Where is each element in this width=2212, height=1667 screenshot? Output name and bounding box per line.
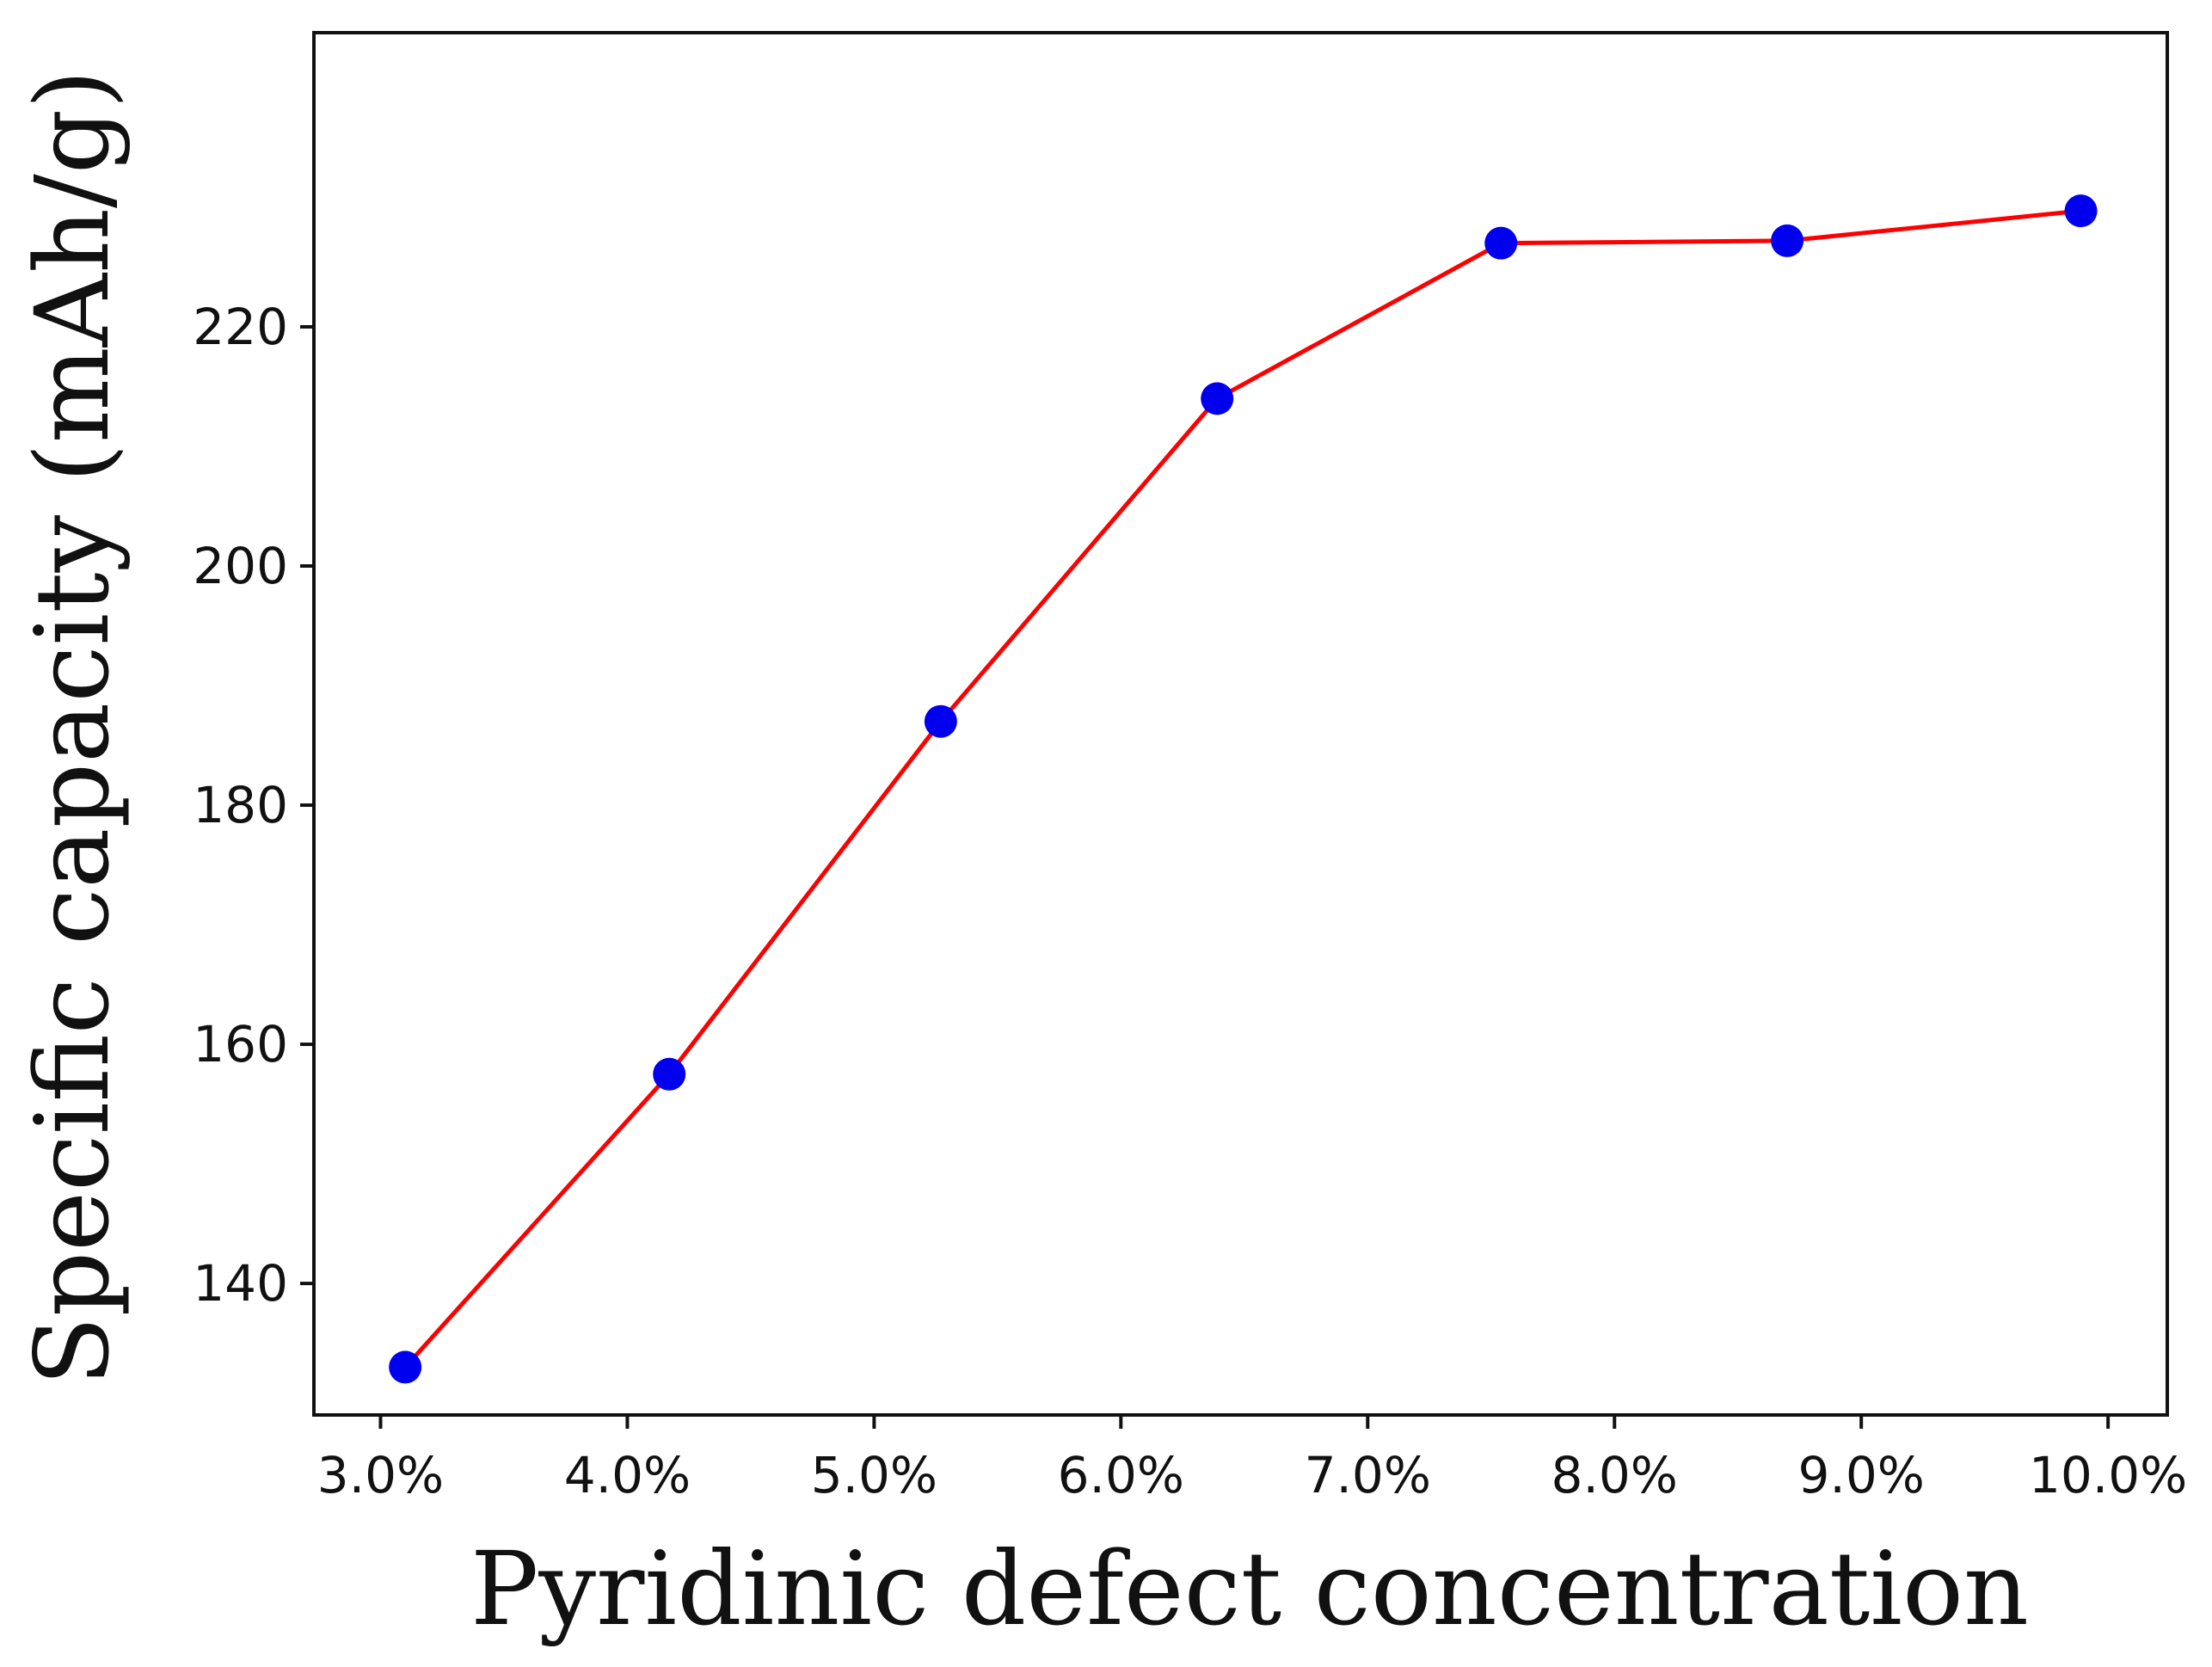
x-axis-ticks: 3.0% 4.0% 5.0% 6.0% 7.0% 8.0% 9.0% 10.0% xyxy=(317,1415,2187,1504)
y-tick-label: 220 xyxy=(193,298,288,356)
x-tick-label: 6.0% xyxy=(1058,1446,1184,1504)
data-point xyxy=(924,704,957,738)
data-point xyxy=(653,1057,686,1091)
x-axis-title: Pyridinic defect concentration xyxy=(470,1529,2029,1648)
y-tick-label: 180 xyxy=(193,776,288,834)
y-tick-label: 160 xyxy=(193,1015,288,1073)
plot-area-frame xyxy=(312,31,2169,1417)
x-tick-label: 4.0% xyxy=(564,1446,691,1504)
x-tick-label: 5.0% xyxy=(811,1446,937,1504)
x-tick-label: 9.0% xyxy=(1798,1446,1925,1504)
marker-layer xyxy=(389,194,2098,1384)
x-tick-label: 10.0% xyxy=(2029,1446,2187,1504)
y-axis-title: Specific capacity (mAh/g) xyxy=(13,70,132,1387)
x-tick-label: 7.0% xyxy=(1305,1446,1431,1504)
data-point xyxy=(1484,226,1518,260)
x-tick-label: 8.0% xyxy=(1551,1446,1678,1504)
y-tick-label: 140 xyxy=(193,1254,288,1313)
data-point xyxy=(1201,382,1234,415)
data-point xyxy=(1771,224,1804,257)
data-point xyxy=(2064,194,2098,228)
y-tick-label: 200 xyxy=(193,537,288,595)
x-tick-label: 3.0% xyxy=(317,1446,444,1504)
data-point xyxy=(389,1350,422,1384)
y-axis-ticks: 140 160 180 200 220 xyxy=(193,298,314,1313)
